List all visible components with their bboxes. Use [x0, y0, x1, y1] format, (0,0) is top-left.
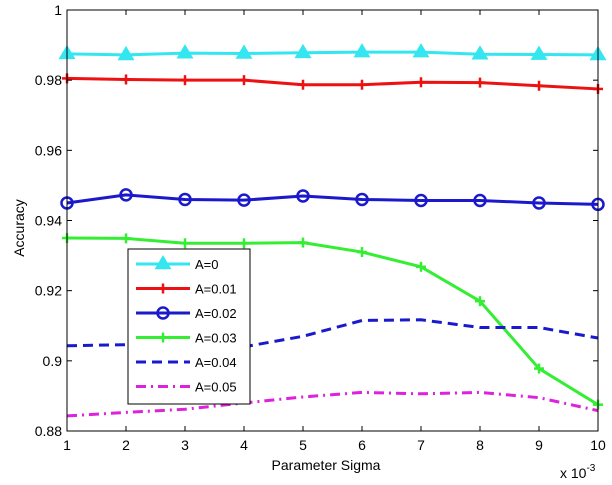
data-point-plus — [534, 363, 544, 374]
x-tick-label: 7 — [417, 437, 425, 453]
series-a-0-05 — [66, 390, 599, 418]
data-point-plus — [158, 332, 168, 343]
data-point-triangle — [471, 45, 489, 60]
data-point-plus — [298, 79, 308, 90]
data-point-circle — [355, 192, 369, 207]
series-a-0-03 — [62, 233, 603, 410]
y-tick-label: 0.88 — [35, 423, 62, 439]
y-tick-label: 1 — [54, 2, 62, 18]
data-point-triangle — [235, 44, 253, 59]
x-tick-label: 6 — [358, 437, 366, 453]
data-point-plus — [475, 77, 485, 88]
data-point-triangle — [294, 43, 312, 59]
y-tick-label: 0.9 — [43, 353, 63, 369]
data-point-triangle — [154, 255, 172, 270]
legend-item: A=0 — [136, 255, 219, 272]
series-line — [66, 236, 599, 406]
data-point-plus — [121, 74, 131, 85]
x-tick-label: 10 — [590, 437, 606, 453]
data-point-plus — [158, 283, 168, 294]
data-point-triangle — [117, 45, 135, 61]
legend-item: A=0.02 — [136, 306, 237, 321]
x-axis-multiplier: x 10-3 — [560, 463, 596, 481]
legend-item: A=0.05 — [136, 380, 237, 395]
legend-label: A=0.01 — [195, 282, 237, 297]
data-point-circle — [119, 188, 133, 202]
x-tick-label: 3 — [181, 437, 189, 453]
legend-label: A=0.04 — [195, 355, 237, 370]
legend-item: A=0.04 — [136, 355, 237, 370]
x-tick-label: 8 — [476, 437, 484, 453]
data-point-plus — [416, 261, 426, 272]
data-point-circle — [473, 193, 487, 208]
series-line — [66, 193, 599, 206]
y-tick-label: 0.94 — [35, 213, 62, 229]
data-point-circle — [414, 193, 428, 208]
x-axis-multiplier-base: x 10 — [560, 465, 587, 481]
x-tick-label: 5 — [299, 437, 307, 453]
legend: A=0 A=0.01 A=0.02 A=0.03 A=0.04 A=0.05 — [127, 248, 251, 405]
legend-label: A=0.03 — [195, 331, 237, 346]
data-point-plus — [416, 77, 426, 88]
x-tick-label: 4 — [240, 437, 248, 453]
legend-item: A=0.03 — [136, 331, 237, 346]
plot-area — [58, 43, 607, 418]
y-tick-label: 0.98 — [35, 72, 62, 88]
data-point-circle — [237, 193, 251, 207]
data-point-circle — [178, 192, 192, 207]
legend-label: A=0 — [195, 257, 219, 272]
x-tick-label: 9 — [535, 437, 543, 453]
series-a-0 — [58, 43, 607, 61]
data-point-triangle — [176, 44, 194, 59]
data-point-plus — [534, 80, 544, 91]
legend-label: A=0.05 — [195, 380, 237, 395]
y-tick-label: 0.92 — [35, 283, 62, 299]
data-point-plus — [180, 75, 190, 86]
series-line — [66, 50, 599, 57]
data-point-plus — [121, 233, 131, 244]
series-line — [66, 76, 599, 91]
data-point-plus — [357, 79, 367, 90]
data-point-plus — [298, 237, 308, 248]
data-point-circle — [296, 189, 310, 203]
y-tick-label: 0.96 — [35, 142, 62, 158]
data-point-plus — [239, 238, 249, 249]
axes: 1 2 3 4 5 6 7 8 9 10 0.88 0.9 0.92 0.94 0.96 0.98 1 — [35, 2, 606, 453]
x-tick-label: 2 — [122, 437, 130, 453]
x-axis-label: Parameter Sigma — [272, 457, 381, 473]
data-point-circle — [156, 306, 170, 320]
y-axis-label: Accuracy — [11, 199, 27, 257]
legend-box — [127, 248, 251, 405]
data-point-circle — [532, 196, 546, 210]
data-point-plus — [475, 296, 485, 307]
data-point-triangle — [530, 45, 548, 60]
data-point-plus — [357, 247, 367, 258]
legend-item: A=0.01 — [136, 282, 237, 297]
data-point-plus — [180, 238, 190, 249]
data-point-plus — [239, 75, 249, 86]
data-point-triangle — [412, 43, 430, 58]
data-point-triangle — [353, 43, 371, 58]
series-line — [66, 390, 599, 418]
x-tick-label: 1 — [63, 437, 71, 453]
x-axis-multiplier-exponent: -3 — [586, 463, 595, 474]
legend-label: A=0.02 — [195, 306, 237, 321]
